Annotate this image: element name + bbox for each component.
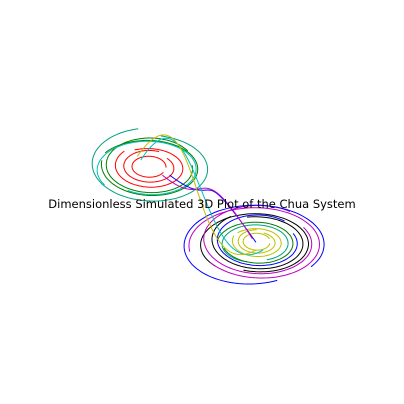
lobe-1-loop-2: [231, 228, 282, 257]
lobe-0-loop-0: [131, 155, 167, 178]
lobe-1-loop-6: [211, 215, 304, 270]
attractor-traces: [91, 128, 325, 285]
lobe-1-loop-1: [237, 229, 276, 254]
lobe-1-loop-9: [188, 207, 321, 279]
lobe-0-loop-3: [105, 137, 194, 194]
lobe-1-loop-8: [203, 204, 313, 275]
lobe-1-loop-0: [242, 232, 271, 251]
lobe-0-loop-2: [114, 148, 184, 188]
bridge-trace-2: [140, 137, 264, 256]
bridge-trace-3: [136, 134, 257, 256]
bridge-trace-1: [162, 174, 253, 239]
lobe-1-loop-7: [200, 213, 309, 273]
lobe-0-loop-6: [91, 128, 209, 202]
lobe-0-loop-1: [123, 149, 175, 183]
chart-title: Dimensionless Simulated 3D Plot of the C…: [48, 197, 355, 211]
lobe-1-loop-4: [216, 221, 294, 264]
lobe-1-loop-3: [221, 224, 289, 263]
lobe-0-loop-4: [100, 139, 199, 196]
lobe-1-loop-5: [216, 214, 298, 267]
lobe-0-loop-5: [96, 140, 197, 196]
